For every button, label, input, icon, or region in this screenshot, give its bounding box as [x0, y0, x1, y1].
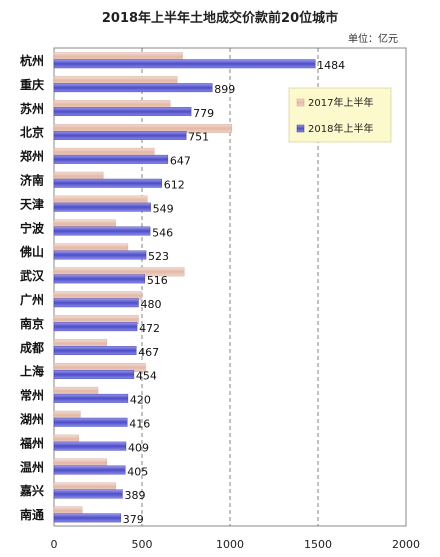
data-label-2018-4: 647 [170, 155, 191, 168]
x-tick-label: 1000 [216, 538, 244, 551]
data-label-2018-2: 779 [193, 107, 214, 120]
bar-2018-9 [53, 274, 146, 284]
legend: 2017年上半年 2018年上半年 [288, 87, 392, 143]
x-tick-label: 2000 [392, 538, 420, 551]
x-tick-label: 500 [132, 538, 153, 551]
bar-2018-16 [53, 441, 127, 451]
bar-2018-12 [53, 346, 137, 355]
legend-swatch-2017 [296, 98, 305, 107]
data-label-2018-8: 523 [148, 250, 169, 263]
x-tick-label: 1500 [304, 538, 332, 551]
legend-label-2018: 2018年上半年 [308, 122, 373, 135]
category-label-9: 武汉 [20, 268, 45, 283]
category-label-8: 佛山 [19, 244, 44, 259]
legend-swatch-2018 [296, 124, 305, 133]
chart-title: 2018年上半年土地成交价款前20位城市 [102, 10, 338, 26]
category-label-2: 苏州 [20, 101, 44, 116]
category-label-0: 杭州 [20, 53, 44, 68]
bar-2018-18 [53, 489, 123, 499]
category-label-16: 福州 [19, 435, 44, 450]
category-label-10: 广州 [20, 292, 44, 307]
category-label-19: 南通 [20, 507, 44, 522]
bar-2018-2 [53, 107, 192, 117]
bar-2018-15 [53, 417, 128, 427]
bar-2018-19 [53, 513, 121, 523]
data-label-2018-10: 480 [140, 298, 161, 311]
bar-2018-6 [53, 202, 151, 212]
data-label-2018-17: 405 [127, 465, 148, 478]
data-label-2018-12: 467 [138, 346, 159, 359]
data-label-2018-6: 549 [153, 202, 174, 215]
bar-2018-0 [53, 59, 316, 69]
bar-2018-13 [53, 370, 135, 379]
bar-2018-1 [53, 83, 213, 93]
category-label-11: 南京 [20, 316, 44, 331]
category-label-6: 天津 [20, 196, 44, 211]
category-label-12: 成都 [20, 340, 44, 355]
category-label-4: 郑州 [20, 149, 44, 164]
legend-label-2017: 2017年上半年 [308, 96, 373, 109]
category-label-3: 北京 [20, 125, 44, 140]
category-label-1: 重庆 [20, 77, 44, 92]
bar-2018-5 [53, 178, 162, 188]
bar-2018-4 [53, 154, 169, 164]
bar-2018-10 [53, 298, 139, 308]
data-label-2018-13: 454 [136, 370, 157, 383]
data-label-2018-16: 409 [128, 441, 149, 454]
data-label-2018-1: 899 [214, 83, 235, 96]
legend-box [288, 87, 392, 143]
category-label-17: 温州 [20, 460, 44, 474]
data-label-2018-0: 1484 [317, 59, 345, 72]
data-label-2018-18: 389 [124, 489, 145, 502]
data-label-2018-19: 379 [123, 513, 144, 526]
data-label-2018-9: 516 [147, 274, 168, 287]
category-label-14: 常州 [20, 388, 44, 403]
category-label-15: 湖州 [20, 411, 44, 426]
data-label-2018-5: 612 [164, 179, 185, 192]
data-label-2018-14: 420 [130, 394, 151, 407]
x-tick-label: 0 [51, 538, 58, 551]
bar-2018-11 [53, 322, 138, 332]
category-label-5: 济南 [20, 172, 44, 187]
bar-2018-17 [53, 465, 126, 475]
unit-label: 单位：亿元 [348, 32, 398, 45]
bar-2018-8 [53, 250, 147, 260]
bar-2018-14 [53, 393, 129, 403]
category-label-18: 嘉兴 [19, 483, 44, 498]
data-label-2018-7: 546 [152, 226, 173, 239]
data-label-2018-15: 416 [129, 418, 150, 431]
bar-2018-3 [53, 130, 187, 140]
category-label-13: 上海 [20, 364, 44, 379]
category-label-7: 宁波 [20, 220, 45, 235]
data-label-2018-3: 751 [188, 131, 209, 144]
data-label-2018-11: 472 [139, 322, 160, 335]
bar-2018-7 [53, 226, 151, 236]
